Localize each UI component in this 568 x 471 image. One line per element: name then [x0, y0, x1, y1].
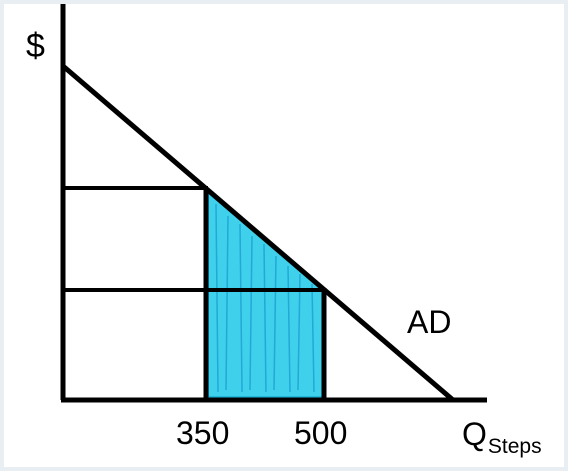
x-tick-label: 350 — [176, 415, 230, 451]
y-axis-label: $ — [26, 27, 45, 65]
x-axis-label-main: Q — [462, 416, 487, 452]
diagram-panel: $ AD 350 500 QSteps — [4, 4, 564, 467]
x-tick-label: 500 — [294, 415, 348, 451]
x-axis-label-subscript: Steps — [487, 435, 542, 458]
ad-curve — [61, 64, 455, 402]
demand-diagram — [60, 4, 487, 403]
shaded-area-scribble — [215, 203, 315, 393]
ad-curve-label: AD — [407, 304, 452, 340]
x-axis-label: QSteps — [462, 418, 542, 457]
